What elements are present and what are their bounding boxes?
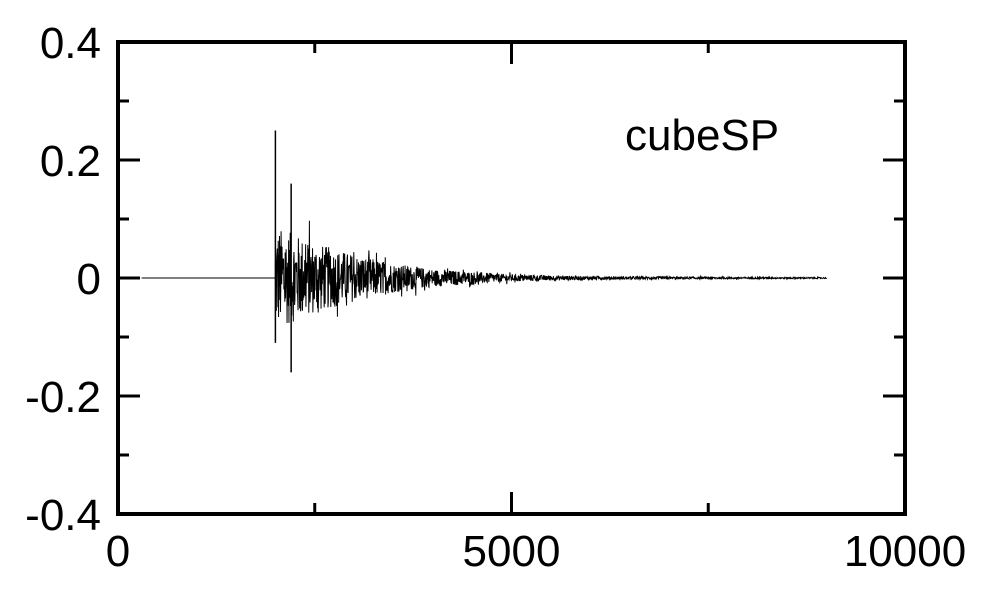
chart-annotation: cubeSP <box>625 111 779 160</box>
y-tick-label: 0.2 <box>40 137 101 186</box>
signal-line <box>141 220 827 323</box>
y-tick-label: -0.2 <box>25 373 101 422</box>
axis-ticks <box>116 40 907 516</box>
x-tick-label: 5000 <box>463 527 561 576</box>
x-tick-label: 10000 <box>844 527 966 576</box>
tick-labels: 0.40.20-0.2-0.40 5000 10000 <box>25 19 966 576</box>
signal-trace <box>141 130 827 373</box>
y-tick-label: 0 <box>77 255 101 304</box>
x-tick-label: 0 <box>106 527 130 576</box>
y-tick-label: -0.4 <box>25 491 101 540</box>
y-tick-label: 0.4 <box>40 19 101 68</box>
